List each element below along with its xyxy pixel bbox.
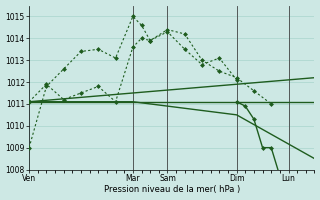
X-axis label: Pression niveau de la mer( hPa ): Pression niveau de la mer( hPa ) <box>104 185 240 194</box>
